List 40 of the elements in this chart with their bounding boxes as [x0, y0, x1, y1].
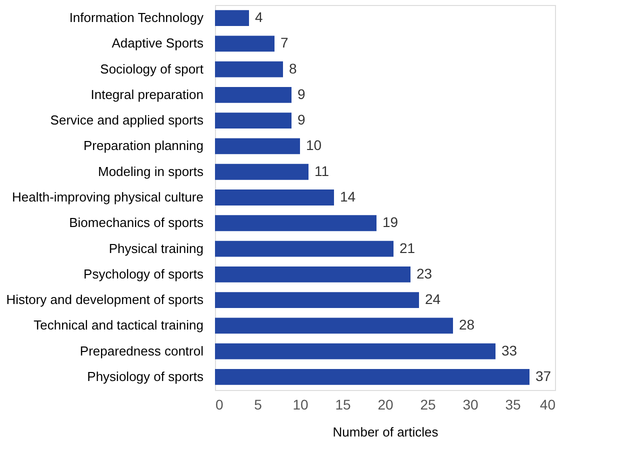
y-tick-label: Psychology of sports [84, 266, 204, 282]
data-label: 23 [416, 265, 432, 282]
x-tick-label: 10 [292, 396, 308, 412]
x-tick-label: 30 [462, 396, 478, 412]
y-tick-label: History and development of sports [6, 292, 204, 308]
data-label: 7 [280, 34, 288, 51]
x-tick-label: 35 [505, 396, 521, 412]
y-tick-label: Physical training [108, 240, 204, 256]
y-tick-label: Physiology of sports [87, 368, 204, 384]
y-tick-label: Sociology of sport [100, 61, 204, 76]
data-label: 19 [382, 214, 398, 230]
x-tick-label: 20 [378, 396, 394, 412]
y-tick-label: Modeling in sports [98, 164, 204, 179]
y-tick-label: Health-improving physical culture [12, 190, 204, 204]
y-tick-label: Biomechanics of sports [69, 215, 204, 230]
data-label: 9 [298, 112, 306, 128]
y-tick-label: Service and applied sports [50, 112, 204, 128]
x-tick-label: 15 [335, 396, 351, 412]
data-label: 14 [340, 188, 356, 204]
data-label: 10 [306, 137, 322, 154]
x-tick-label: 25 [420, 396, 436, 412]
data-label: 11 [314, 162, 330, 179]
data-label: 37 [536, 368, 552, 384]
data-label: 33 [502, 342, 518, 358]
data-label: 8 [289, 60, 297, 76]
y-tick-label: Integral preparation [90, 86, 204, 102]
data-label: 21 [400, 240, 416, 256]
data-label: 28 [459, 316, 475, 333]
data-label: 9 [298, 86, 306, 102]
y-tick-label: Technical and tactical training [34, 318, 204, 333]
y-tick-label: Preparation planning [84, 138, 204, 154]
x-axis-title: Number of articles [332, 424, 439, 440]
data-label: 4 [255, 9, 263, 26]
x-tick-label: 5 [254, 396, 262, 412]
x-tick-label: 0 [216, 396, 224, 412]
y-tick-label: Preparedness control [80, 343, 204, 358]
y-tick-label: Adaptive Sports [112, 36, 204, 51]
data-label: 24 [425, 291, 441, 308]
x-tick-label: 40 [540, 396, 556, 412]
y-tick-label: Information Technology [69, 10, 204, 26]
